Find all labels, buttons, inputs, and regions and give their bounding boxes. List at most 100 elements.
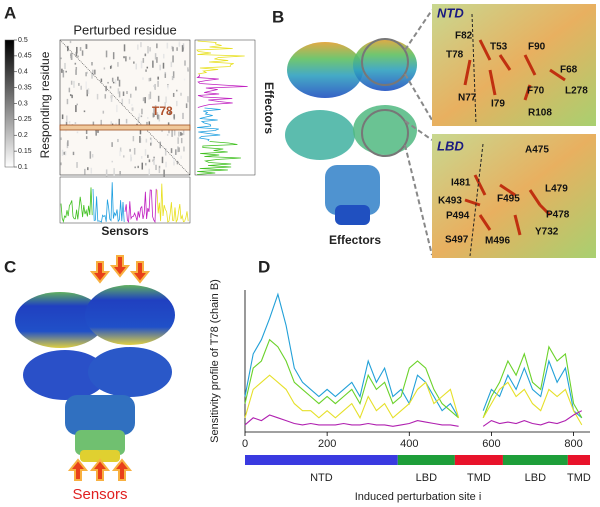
heat-cell bbox=[141, 108, 143, 115]
heat-cell bbox=[182, 43, 185, 49]
heat-cell bbox=[105, 85, 107, 92]
heat-cell bbox=[118, 91, 121, 98]
heat-cell bbox=[142, 77, 144, 80]
residue-label: I79 bbox=[491, 99, 505, 110]
heat-cell bbox=[74, 122, 77, 125]
heat-cell bbox=[87, 88, 90, 94]
heat-cell bbox=[145, 138, 148, 143]
heat-cell bbox=[74, 62, 77, 65]
heat-cell bbox=[154, 105, 157, 109]
heat-cell bbox=[85, 72, 87, 77]
heat-cell bbox=[149, 77, 152, 82]
heat-cell bbox=[187, 96, 189, 103]
heat-cell bbox=[68, 121, 71, 124]
heat-cell bbox=[156, 43, 158, 49]
residue-label: P494 bbox=[446, 211, 470, 222]
heat-cell bbox=[137, 165, 139, 169]
heatmap-cells bbox=[60, 40, 190, 177]
heat-cell bbox=[117, 62, 119, 67]
domain-segment bbox=[454, 455, 503, 465]
panel-letter: C bbox=[4, 257, 16, 276]
heat-cell bbox=[126, 91, 128, 95]
axis-line bbox=[469, 143, 484, 257]
heat-cell bbox=[64, 62, 66, 69]
heat-cell bbox=[131, 107, 134, 112]
heat-cell bbox=[91, 154, 94, 158]
heat-cell bbox=[130, 154, 132, 162]
heat-cell bbox=[125, 118, 128, 124]
heat-cell bbox=[118, 79, 121, 87]
residue-label: K493 bbox=[438, 196, 462, 207]
sensor-trace bbox=[156, 183, 189, 224]
heat-cell bbox=[76, 131, 79, 134]
heat-cell bbox=[66, 115, 68, 123]
panel-letter: D bbox=[258, 257, 270, 276]
heat-cell bbox=[111, 160, 113, 163]
effector-trace bbox=[197, 141, 241, 175]
heat-cell bbox=[139, 135, 141, 143]
heatmap-title: Perturbed residue bbox=[73, 22, 176, 37]
heat-cell bbox=[85, 136, 88, 140]
heat-cell bbox=[157, 95, 160, 102]
residue-label: I481 bbox=[451, 178, 471, 189]
heat-cell bbox=[187, 67, 189, 72]
heat-cell bbox=[181, 133, 183, 136]
colorbar-tick-label: 0.4 bbox=[18, 69, 28, 76]
heat-cell bbox=[144, 97, 146, 104]
colorbar-tick-label: 0.35 bbox=[18, 84, 32, 91]
heat-cell bbox=[84, 168, 86, 175]
heat-cell bbox=[147, 117, 149, 119]
heat-cell bbox=[128, 56, 131, 60]
heat-cell bbox=[70, 52, 73, 60]
heat-cell bbox=[92, 69, 94, 75]
heat-cell bbox=[125, 56, 127, 62]
sensor-trace bbox=[124, 188, 157, 224]
structure-effectors bbox=[285, 9, 433, 256]
heat-cell bbox=[137, 116, 140, 124]
heat-cell bbox=[113, 168, 115, 176]
side-label: Effectors bbox=[262, 82, 276, 134]
x-tick-label: 600 bbox=[482, 438, 500, 450]
heat-cell bbox=[92, 121, 95, 127]
heat-cell bbox=[146, 66, 149, 69]
heat-cell bbox=[107, 81, 109, 84]
heat-cell bbox=[166, 42, 169, 49]
heat-cell bbox=[131, 103, 133, 106]
heat-cell bbox=[138, 113, 141, 119]
heat-cell bbox=[172, 46, 174, 52]
residue-label: Y732 bbox=[535, 227, 559, 238]
heat-cell bbox=[97, 128, 99, 133]
heat-cell bbox=[165, 161, 167, 168]
heat-cell bbox=[178, 42, 181, 46]
residue-label: T78 bbox=[446, 50, 464, 61]
heat-cell bbox=[60, 57, 62, 60]
heat-cell bbox=[77, 55, 79, 58]
heat-cell bbox=[140, 156, 143, 159]
heat-cell bbox=[63, 151, 66, 155]
panel-letter: B bbox=[272, 7, 284, 26]
heat-cell bbox=[112, 52, 115, 60]
heat-cell bbox=[166, 134, 169, 136]
heat-cell bbox=[153, 107, 155, 114]
heat-cell bbox=[81, 50, 84, 56]
residue-label: F70 bbox=[527, 86, 545, 97]
heat-cell bbox=[129, 148, 131, 152]
heat-cell bbox=[181, 45, 184, 52]
heat-cell bbox=[175, 149, 177, 155]
heat-cell bbox=[75, 69, 77, 75]
colorbar-tick-label: 0.5 bbox=[18, 37, 28, 44]
heat-cell bbox=[91, 72, 93, 79]
sensor-traces bbox=[60, 182, 189, 224]
heat-cell bbox=[105, 50, 108, 58]
effector-trace bbox=[196, 40, 245, 75]
heat-cell bbox=[158, 114, 161, 122]
heat-cell bbox=[180, 137, 183, 144]
heat-cell bbox=[105, 169, 108, 177]
x-tick-label: 400 bbox=[400, 438, 418, 450]
effector-trace bbox=[196, 74, 248, 108]
heat-cell bbox=[60, 137, 62, 141]
heat-cell bbox=[123, 155, 125, 158]
sensor-trace bbox=[60, 187, 93, 224]
heat-cell bbox=[119, 171, 121, 176]
heat-cell bbox=[102, 110, 105, 114]
